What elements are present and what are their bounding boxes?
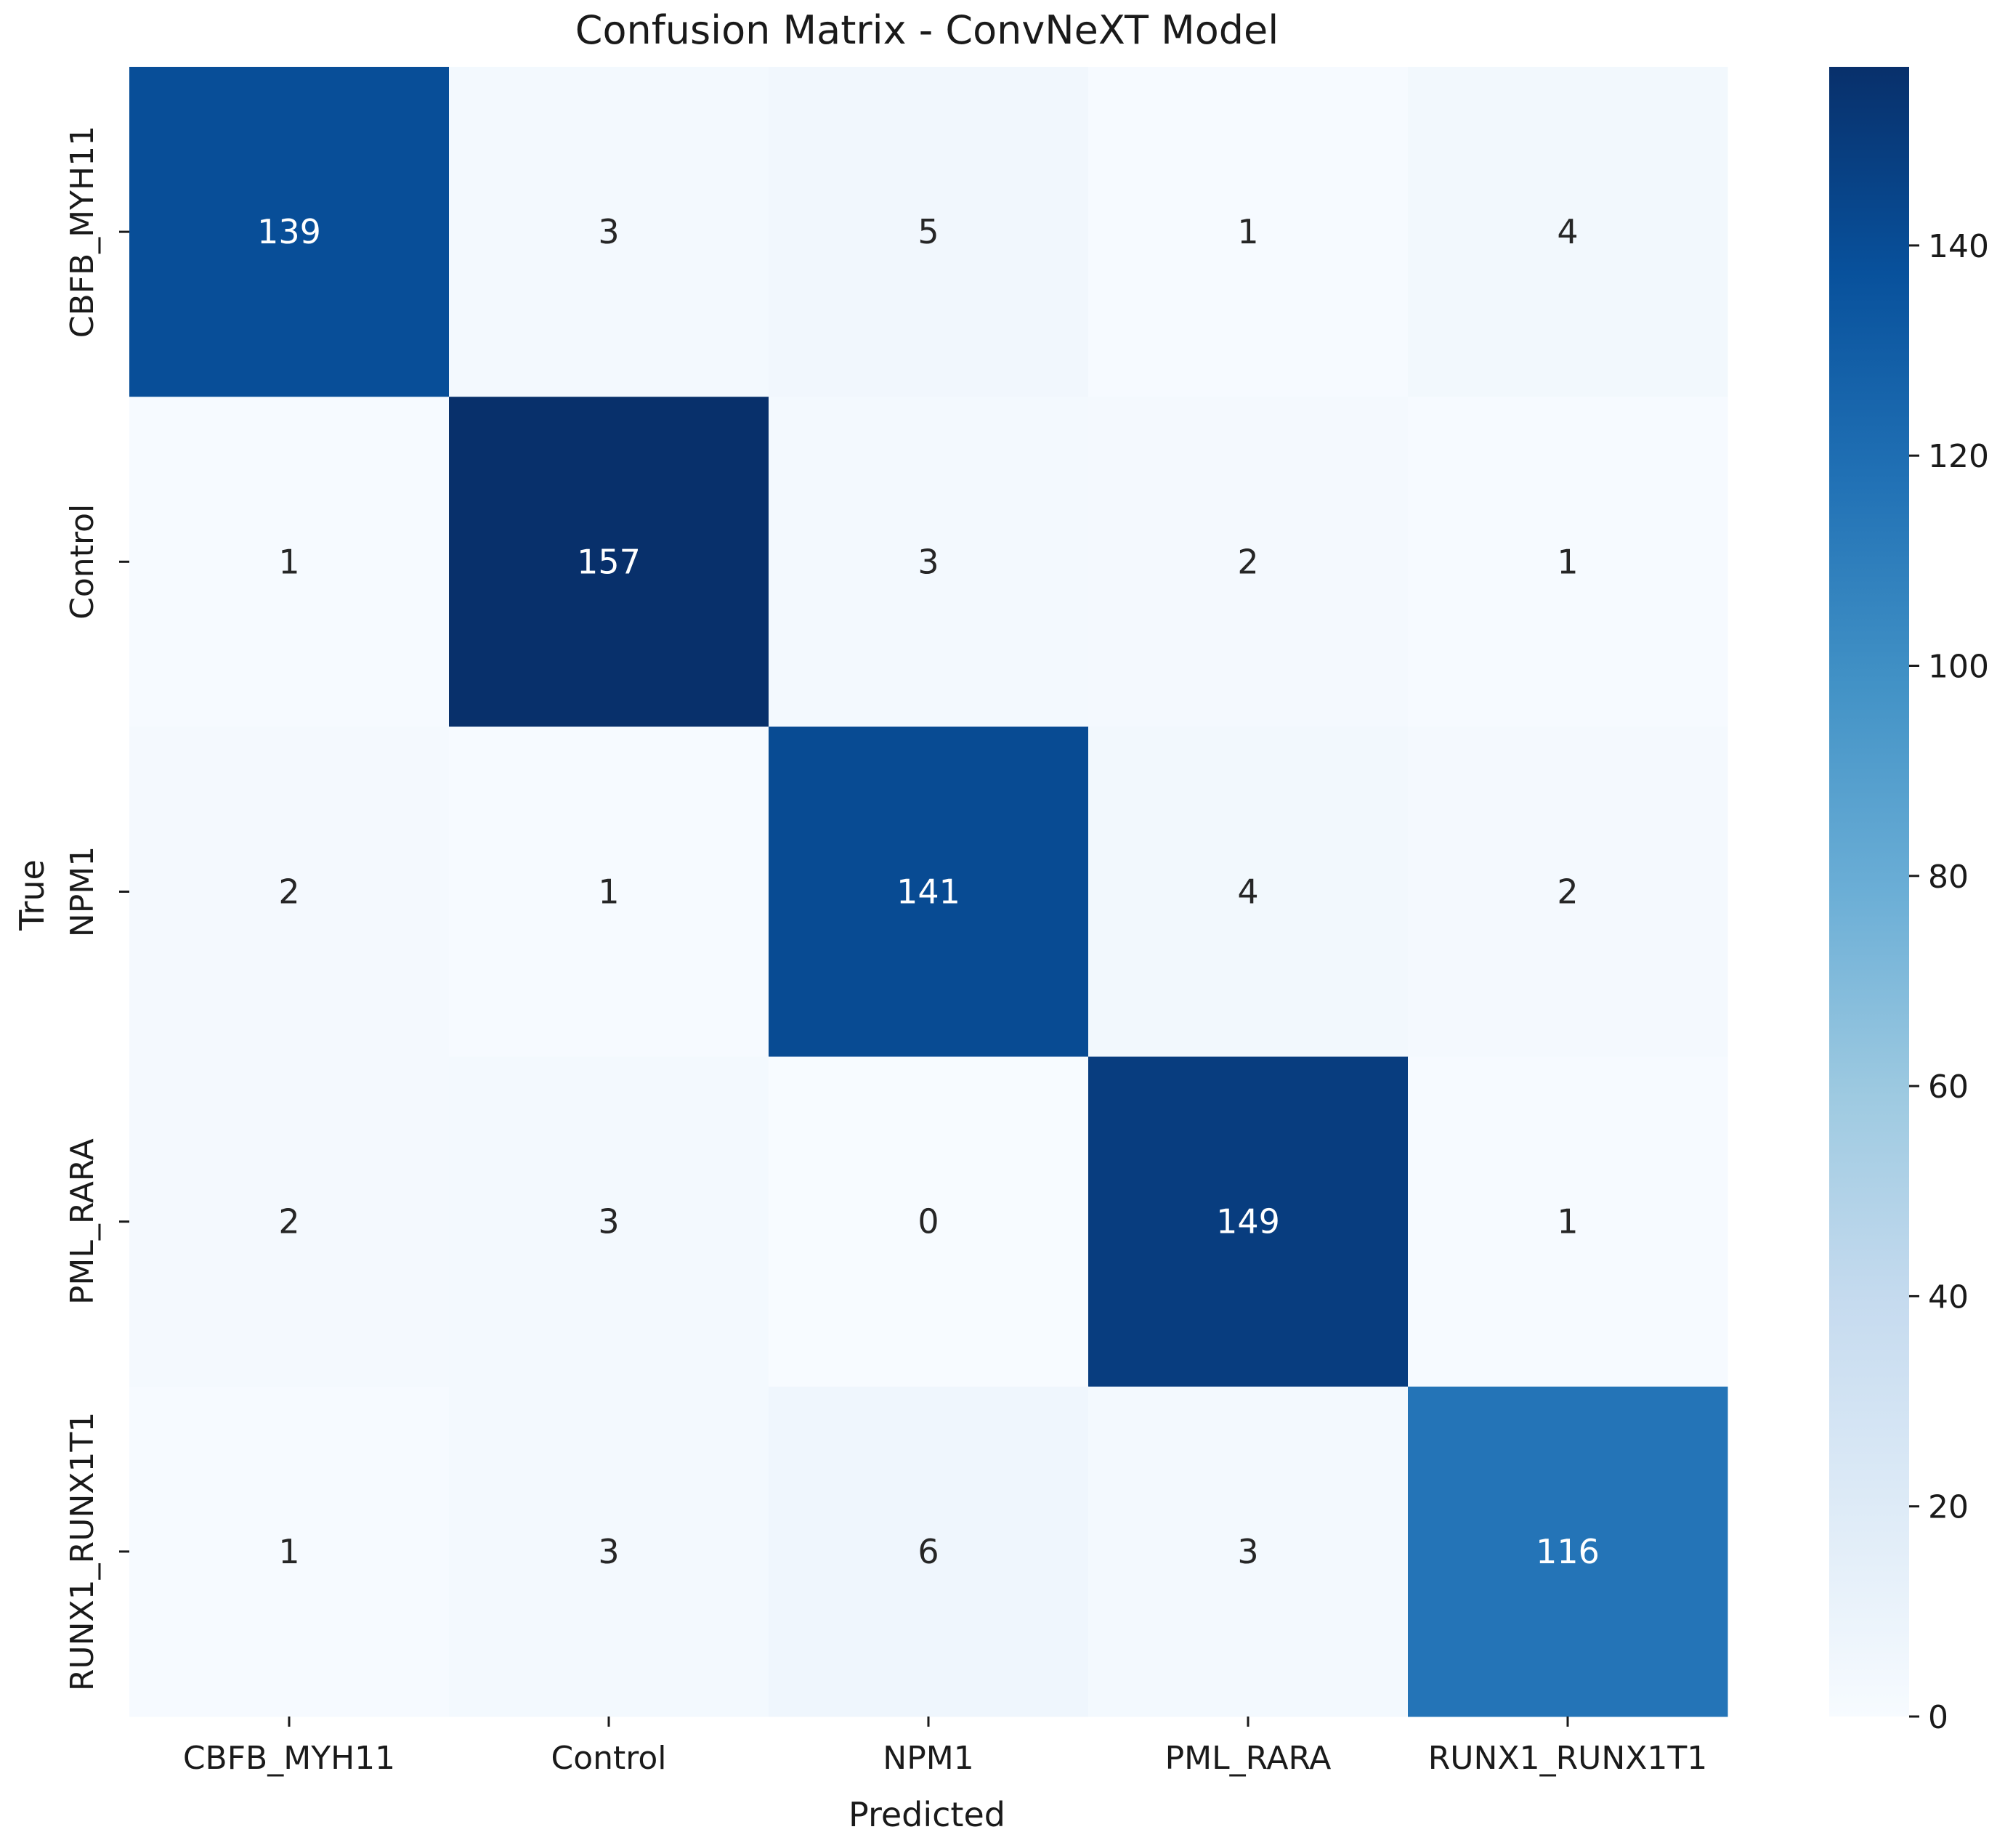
cell-value: 1 <box>278 1532 299 1571</box>
cell-value: 1 <box>1557 542 1578 581</box>
heatmap-cell <box>449 67 769 397</box>
y-tick-label: Control <box>64 504 101 620</box>
cell-value: 1 <box>1237 212 1258 251</box>
heatmap-cell <box>1088 1056 1409 1387</box>
x-tick-label: NPM1 <box>883 1740 973 1777</box>
colorbar-tick-label: 140 <box>1928 228 1989 265</box>
cell-value: 1 <box>1557 1202 1578 1241</box>
cell-value: 3 <box>598 1532 619 1571</box>
heatmap-cell <box>1408 1386 1728 1717</box>
cell-value: 6 <box>918 1532 939 1571</box>
cell-value: 0 <box>918 1202 939 1241</box>
cell-value: 157 <box>577 542 641 581</box>
heatmap-cell-labels: 139 3 5 1 41 157 3 2 12 1 141 4 22 3 0 149 11 3 6 3 116 <box>257 212 1600 1571</box>
heatmap-cell <box>1408 397 1728 727</box>
heatmap-cell <box>129 67 450 397</box>
heatmap-cell <box>449 726 769 1058</box>
cell-value: 149 <box>1216 1202 1280 1241</box>
heatmap-cell <box>129 726 450 1058</box>
cell-value: 116 <box>1536 1532 1600 1571</box>
x-axis: CBFB_MYH11 Control NPM1 PML_RARA RUNX1_RUNX1… <box>183 1717 1707 1777</box>
cell-value: 5 <box>918 212 939 251</box>
heatmap-cell <box>1088 1386 1409 1717</box>
x-tick-label: CBFB_MYH11 <box>183 1740 395 1777</box>
heatmap-cell <box>449 397 769 727</box>
colorbar-tick-label: 120 <box>1928 438 1989 475</box>
colorbar-tick-label: 0 <box>1928 1699 1948 1736</box>
y-tick-label: CBFB_MYH11 <box>64 126 101 338</box>
heatmap-cell <box>1088 67 1409 397</box>
cell-value: 2 <box>1237 542 1258 581</box>
heatmap-cell <box>1088 726 1409 1058</box>
chart-title: Confusion Matrix - ConvNeXT Model <box>575 7 1279 53</box>
heatmap-cell <box>449 1056 769 1387</box>
heatmap-cell <box>769 67 1089 397</box>
heatmap-cell <box>129 1386 450 1717</box>
heatmap-cell <box>449 1386 769 1717</box>
cell-value: 3 <box>598 212 619 251</box>
cell-value: 141 <box>896 872 960 912</box>
heatmap-cell <box>769 397 1089 727</box>
colorbar-gradient <box>1829 67 1909 1717</box>
heatmap-cell <box>769 1056 1089 1387</box>
colorbar: 0 20 40 60 80 100 120 140 <box>1829 67 1989 1736</box>
cell-value: 1 <box>278 542 299 581</box>
heatmap-cell <box>129 1056 450 1387</box>
x-tick-label: Control <box>551 1740 666 1777</box>
y-axis-label: True <box>12 859 52 931</box>
cell-value: 139 <box>257 212 321 251</box>
cell-value: 2 <box>1557 872 1578 912</box>
heatmap-cell <box>1408 67 1728 397</box>
heatmap-cell <box>129 397 450 727</box>
y-tick-label: NPM1 <box>64 846 101 937</box>
heatmap-cell <box>769 1386 1089 1717</box>
x-axis-label: Predicted <box>848 1795 1005 1834</box>
colorbar-tick-label: 60 <box>1928 1069 1969 1106</box>
colorbar-tick-label: 40 <box>1928 1278 1969 1316</box>
cell-value: 1 <box>598 872 619 912</box>
cell-value: 2 <box>278 1202 299 1241</box>
cell-value: 3 <box>918 542 939 581</box>
heatmap-cell <box>1408 726 1728 1058</box>
y-tick-label: RUNX1_RUNX1T1 <box>64 1412 101 1692</box>
x-tick-label: PML_RARA <box>1165 1740 1332 1777</box>
heatmap-cell <box>1408 1056 1728 1387</box>
cell-value: 2 <box>278 872 299 912</box>
y-tick-label: PML_RARA <box>64 1138 101 1305</box>
colorbar-tick-label: 100 <box>1928 649 1989 686</box>
y-axis: CBFB_MYH11 Control NPM1 PML_RARA RUNX1_RUNX1… <box>64 126 129 1691</box>
cell-value: 3 <box>1237 1532 1258 1571</box>
cell-value: 4 <box>1237 872 1258 912</box>
colorbar-tick-label: 20 <box>1928 1489 1969 1526</box>
heatmap-cell <box>769 726 1089 1058</box>
heatmap-cells <box>129 67 1728 1717</box>
heatmap-cell <box>1088 397 1409 727</box>
cell-value: 3 <box>598 1202 619 1241</box>
x-tick-label: RUNX1_RUNX1T1 <box>1428 1740 1708 1777</box>
colorbar-tick-label: 80 <box>1928 859 1969 896</box>
cell-value: 4 <box>1557 212 1578 251</box>
